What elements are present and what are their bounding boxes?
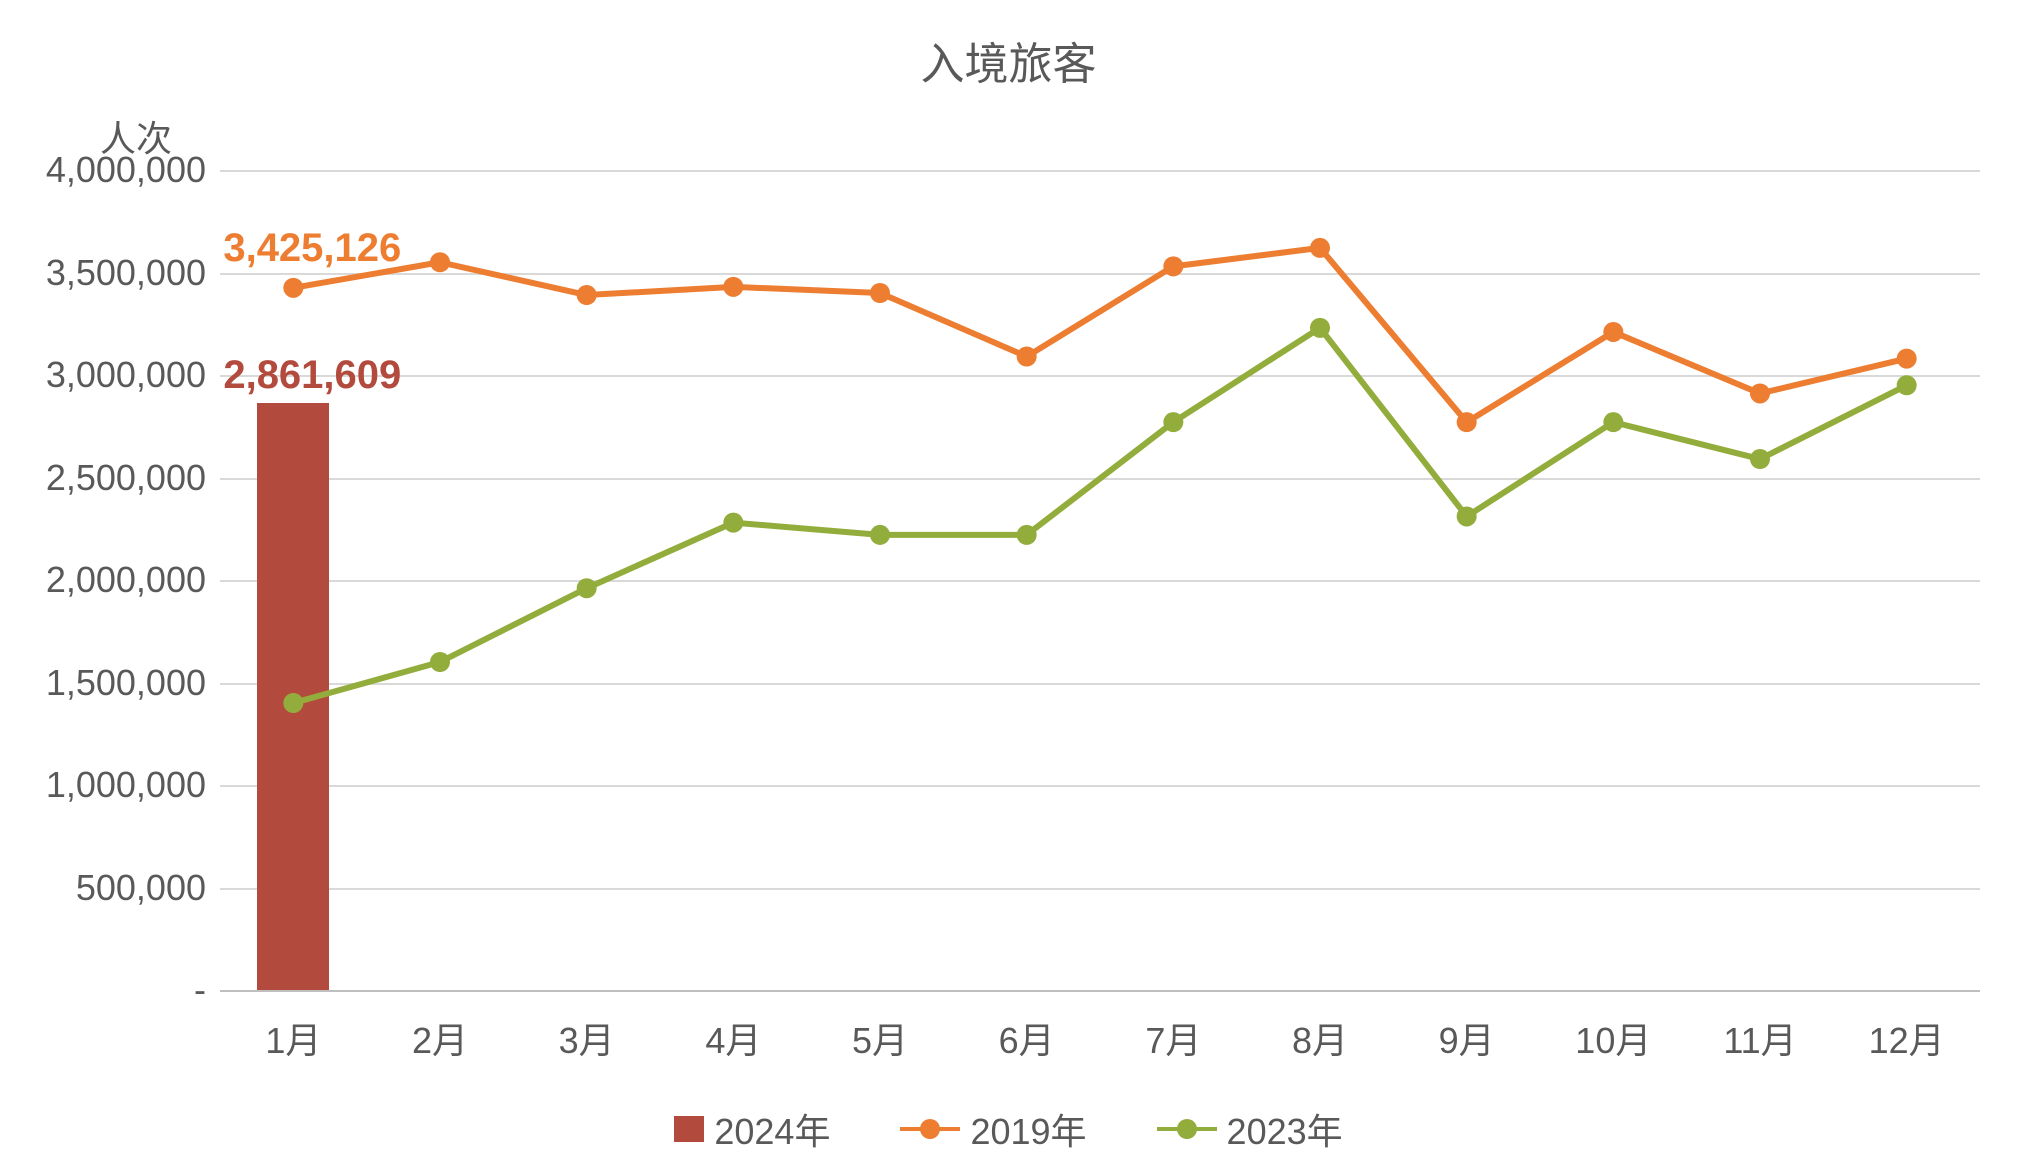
y-tick-label: 1,000,000	[46, 764, 206, 806]
x-tick-label: 6月	[999, 1012, 1055, 1064]
legend-label-2023: 2023年	[1227, 1103, 1343, 1155]
x-tick-label: 3月	[559, 1012, 615, 1064]
plot-area: -500,0001,000,0001,500,0002,000,0002,500…	[220, 170, 1980, 990]
legend-swatch-2019	[900, 1127, 960, 1131]
inbound-visitors-chart: 入境旅客 人次 -500,0001,000,0001,500,0002,000,…	[0, 0, 2017, 1173]
data-label-2024-jan: 2,861,609	[223, 353, 401, 398]
legend-label-2019: 2019年	[970, 1103, 1086, 1155]
legend-swatch-2024	[674, 1116, 704, 1142]
y-tick-label: 500,000	[76, 867, 206, 909]
x-tick-label: 10月	[1575, 1012, 1651, 1064]
data-label-2019-jan: 3,425,126	[223, 226, 401, 271]
legend-swatch-2023	[1157, 1127, 1217, 1131]
x-tick-label: 7月	[1145, 1012, 1201, 1064]
y-tick-label: 1,500,000	[46, 662, 206, 704]
x-tick-label: 1月	[265, 1012, 321, 1064]
legend-item-2023: 2023年	[1157, 1103, 1343, 1155]
y-tick-label: -	[194, 969, 206, 1011]
legend-item-2024: 2024年	[674, 1103, 830, 1155]
x-tick-label: 2月	[412, 1012, 468, 1064]
legend-item-2019: 2019年	[900, 1103, 1086, 1155]
line-2019	[220, 170, 1980, 990]
y-tick-label: 2,000,000	[46, 559, 206, 601]
x-tick-label: 9月	[1439, 1012, 1495, 1064]
y-tick-label: 3,000,000	[46, 354, 206, 396]
y-tick-label: 2,500,000	[46, 457, 206, 499]
x-tick-label: 4月	[705, 1012, 761, 1064]
gridline	[220, 990, 1980, 992]
x-tick-label: 8月	[1292, 1012, 1348, 1064]
x-tick-label: 12月	[1869, 1012, 1945, 1064]
x-tick-label: 11月	[1723, 1012, 1796, 1064]
x-tick-label: 5月	[852, 1012, 908, 1064]
legend-label-2024: 2024年	[714, 1103, 830, 1155]
legend: 2024年 2019年 2023年	[0, 1103, 2017, 1155]
y-tick-label: 3,500,000	[46, 252, 206, 294]
chart-title: 入境旅客	[0, 28, 2017, 92]
y-tick-label: 4,000,000	[46, 149, 206, 191]
